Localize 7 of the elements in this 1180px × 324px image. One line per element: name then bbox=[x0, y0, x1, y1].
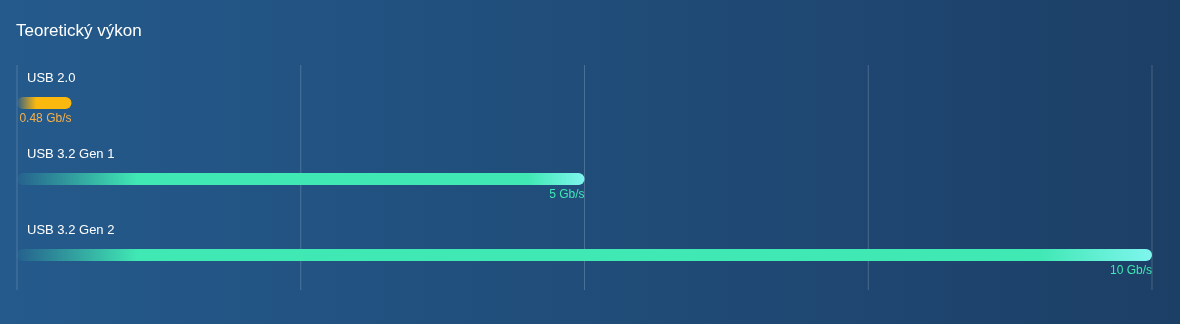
y-tick-label: USB 3.2 Gen 1 bbox=[27, 146, 115, 161]
y-tick-label: USB 3.2 Gen 2 bbox=[27, 222, 115, 237]
data-label: 5 Gb/s bbox=[549, 187, 585, 201]
chart-title: Teoretický výkon bbox=[16, 21, 142, 40]
data-label: 10 Gb/s bbox=[1109, 263, 1152, 277]
data-label: 0.48 Gb/s bbox=[19, 111, 72, 125]
y-tick-label: USB 2.0 bbox=[27, 70, 76, 85]
